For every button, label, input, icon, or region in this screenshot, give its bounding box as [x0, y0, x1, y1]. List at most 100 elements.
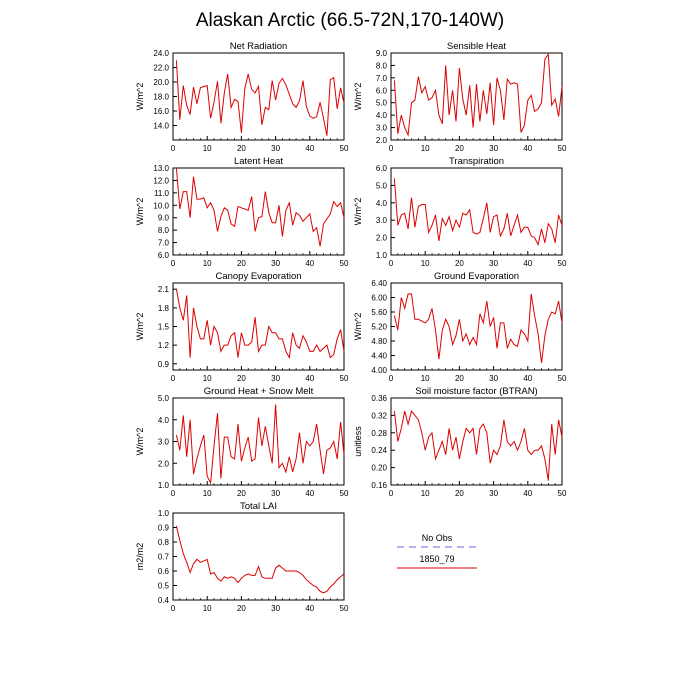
- panel-title: Soil moisture factor (BTRAN): [415, 386, 537, 397]
- x-tick-label: 40: [523, 259, 532, 268]
- x-tick-label: 0: [171, 259, 176, 268]
- panel-sensible-heat: Sensible Heat W/m^2 0 10 20 30 40 50 2.0 3.0 4.0 5.…: [353, 41, 567, 153]
- y-tick-label: 20.0: [153, 78, 169, 87]
- x-tick-label: 0: [389, 374, 394, 383]
- y-tick-label: 4.80: [371, 337, 387, 346]
- x-tick-label: 30: [489, 144, 498, 153]
- y-tick-label: 7.0: [376, 74, 388, 83]
- x-tick-label: 10: [421, 489, 430, 498]
- y-axis-label: W/m^2: [135, 313, 145, 341]
- panel-ground-evaporation: Ground Evaporation W/m^2 0 10 20 30 40 50 4.00 4.…: [353, 271, 567, 383]
- y-axis-label: W/m^2: [135, 83, 145, 111]
- panel-soil-moisture-factor-btran: Soil moisture factor (BTRAN) unitless 0 10 2…: [353, 386, 567, 498]
- x-tick-label: 40: [523, 374, 532, 383]
- x-tick-label: 10: [421, 259, 430, 268]
- panel-title: Sensible Heat: [447, 41, 507, 52]
- y-tick-label: 0.7: [158, 553, 170, 562]
- y-tick-label: 0.8: [158, 538, 170, 547]
- y-tick-label: 4.40: [371, 352, 387, 361]
- x-tick-label: 10: [203, 604, 212, 613]
- panel-title: Transpiration: [449, 156, 504, 167]
- y-tick-label: 6.0: [376, 164, 388, 173]
- panel-net-radiation: Net Radiation W/m^2 0 10 20 30 40 50 14.0 16.0 18.…: [135, 41, 349, 153]
- x-tick-label: 30: [489, 374, 498, 383]
- x-tick-label: 0: [171, 374, 176, 383]
- series-line: [175, 525, 345, 594]
- y-tick-label: 6.0: [158, 251, 170, 260]
- plot-frame: [390, 167, 563, 256]
- y-tick-label: 14.0: [153, 122, 169, 131]
- x-tick-label: 10: [421, 144, 430, 153]
- series-line: [393, 293, 563, 363]
- plot-frame: [172, 512, 345, 601]
- x-tick-label: 20: [237, 374, 246, 383]
- y-tick-label: 13.0: [153, 164, 169, 173]
- x-tick-label: 40: [523, 144, 532, 153]
- y-tick-label: 24.0: [153, 49, 169, 58]
- x-tick-label: 10: [203, 374, 212, 383]
- panel-ground-heat-snow-melt: Ground Heat + Snow Melt W/m^2 0 10 20 30 40 50 1…: [135, 386, 349, 498]
- x-tick-label: 20: [237, 489, 246, 498]
- y-tick-label: 2.0: [376, 136, 388, 145]
- plot-frame: [172, 167, 345, 256]
- plot-frame: [172, 282, 345, 371]
- panel-title: Net Radiation: [230, 41, 288, 52]
- y-tick-label: 3.0: [376, 216, 388, 225]
- y-tick-label: 1.2: [158, 341, 170, 350]
- y-tick-label: 0.24: [371, 446, 387, 455]
- x-tick-label: 50: [340, 604, 349, 613]
- y-tick-label: 22.0: [153, 64, 169, 73]
- panel-title: Ground Heat + Snow Melt: [204, 386, 314, 397]
- y-axis-label: W/m^2: [135, 198, 145, 226]
- y-tick-label: 11.0: [154, 189, 170, 198]
- x-tick-label: 50: [558, 489, 567, 498]
- x-tick-label: 30: [489, 489, 498, 498]
- y-axis-label: W/m^2: [353, 198, 363, 226]
- x-tick-label: 40: [305, 259, 314, 268]
- x-tick-label: 10: [203, 489, 212, 498]
- x-tick-label: 50: [340, 259, 349, 268]
- panel-title: Ground Evaporation: [434, 271, 519, 282]
- y-tick-label: 0.5: [158, 582, 170, 591]
- y-axis-label: m2/m2: [135, 543, 145, 571]
- y-tick-label: 1.0: [376, 251, 388, 260]
- x-tick-label: 0: [389, 144, 394, 153]
- y-tick-label: 5.20: [371, 323, 387, 332]
- x-tick-label: 50: [340, 489, 349, 498]
- plot-frame: [390, 52, 563, 141]
- y-tick-label: 0.6: [158, 567, 170, 576]
- x-tick-label: 20: [455, 489, 464, 498]
- y-tick-label: 0.9: [158, 524, 170, 533]
- y-tick-label: 6.0: [376, 86, 388, 95]
- x-tick-label: 50: [558, 144, 567, 153]
- y-tick-label: 5.60: [371, 308, 387, 317]
- panel-title: Latent Heat: [234, 156, 283, 167]
- y-tick-label: 16.0: [153, 107, 169, 116]
- y-tick-label: 1.0: [158, 481, 170, 490]
- series-line: [393, 178, 563, 247]
- legend-label-1850-79: 1850_79: [419, 554, 454, 564]
- panel-transpiration: Transpiration W/m^2 0 10 20 30 40 50 1.0 2.0 3.0 4.…: [353, 156, 567, 268]
- y-tick-label: 9.0: [376, 49, 388, 58]
- x-tick-label: 40: [305, 489, 314, 498]
- panel-title: Total LAI: [240, 501, 277, 512]
- y-tick-label: 3.0: [158, 438, 170, 447]
- legend: No Obs 1850_79: [397, 533, 477, 569]
- y-tick-label: 1.8: [158, 304, 170, 313]
- y-axis-label: W/m^2: [135, 428, 145, 456]
- y-axis-label: W/m^2: [353, 83, 363, 111]
- series-line: [393, 52, 563, 137]
- x-tick-label: 20: [455, 144, 464, 153]
- y-tick-label: 0.9: [158, 360, 170, 369]
- plot-frame: [172, 397, 345, 486]
- y-tick-label: 0.28: [371, 429, 387, 438]
- y-tick-label: 7.0: [158, 239, 170, 248]
- y-tick-label: 6.00: [371, 294, 387, 303]
- y-tick-label: 18.0: [153, 93, 169, 102]
- x-tick-label: 0: [171, 489, 176, 498]
- panel-total-lai: Total LAI m2/m2 0 10 20 30 40 50 0.4 0.5 0.6 0.7 0.8…: [135, 501, 349, 613]
- x-tick-label: 40: [305, 604, 314, 613]
- series-line: [175, 60, 345, 136]
- page-title: Alaskan Arctic (66.5-72N,170-140W): [195, 10, 505, 31]
